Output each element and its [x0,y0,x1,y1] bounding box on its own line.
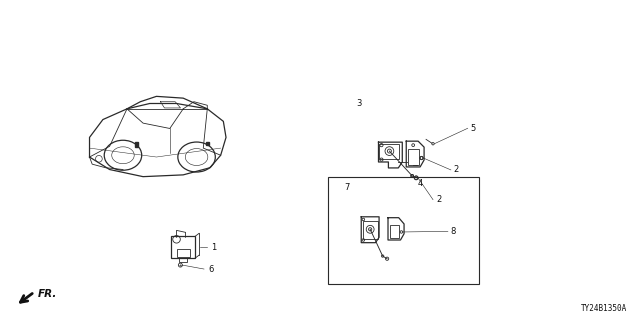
Text: 8: 8 [451,227,456,236]
Bar [408,149,419,165]
Text: FR.: FR. [38,289,57,299]
Bar [177,249,190,257]
Text: 1: 1 [211,243,216,252]
Text: 6: 6 [208,265,213,274]
Text: 7: 7 [345,183,350,192]
Bar [380,144,399,159]
Bar [179,258,188,262]
Bar [390,225,399,238]
Text: 4: 4 [417,179,422,188]
Text: 5: 5 [470,124,476,133]
Bar [328,177,479,284]
Bar [206,142,209,145]
Bar [134,142,138,147]
Bar [172,236,195,258]
Text: 2: 2 [454,165,459,174]
Bar [363,221,378,239]
Text: 2: 2 [436,195,441,204]
Text: TY24B1350A: TY24B1350A [581,304,627,313]
Text: 3: 3 [356,100,362,108]
